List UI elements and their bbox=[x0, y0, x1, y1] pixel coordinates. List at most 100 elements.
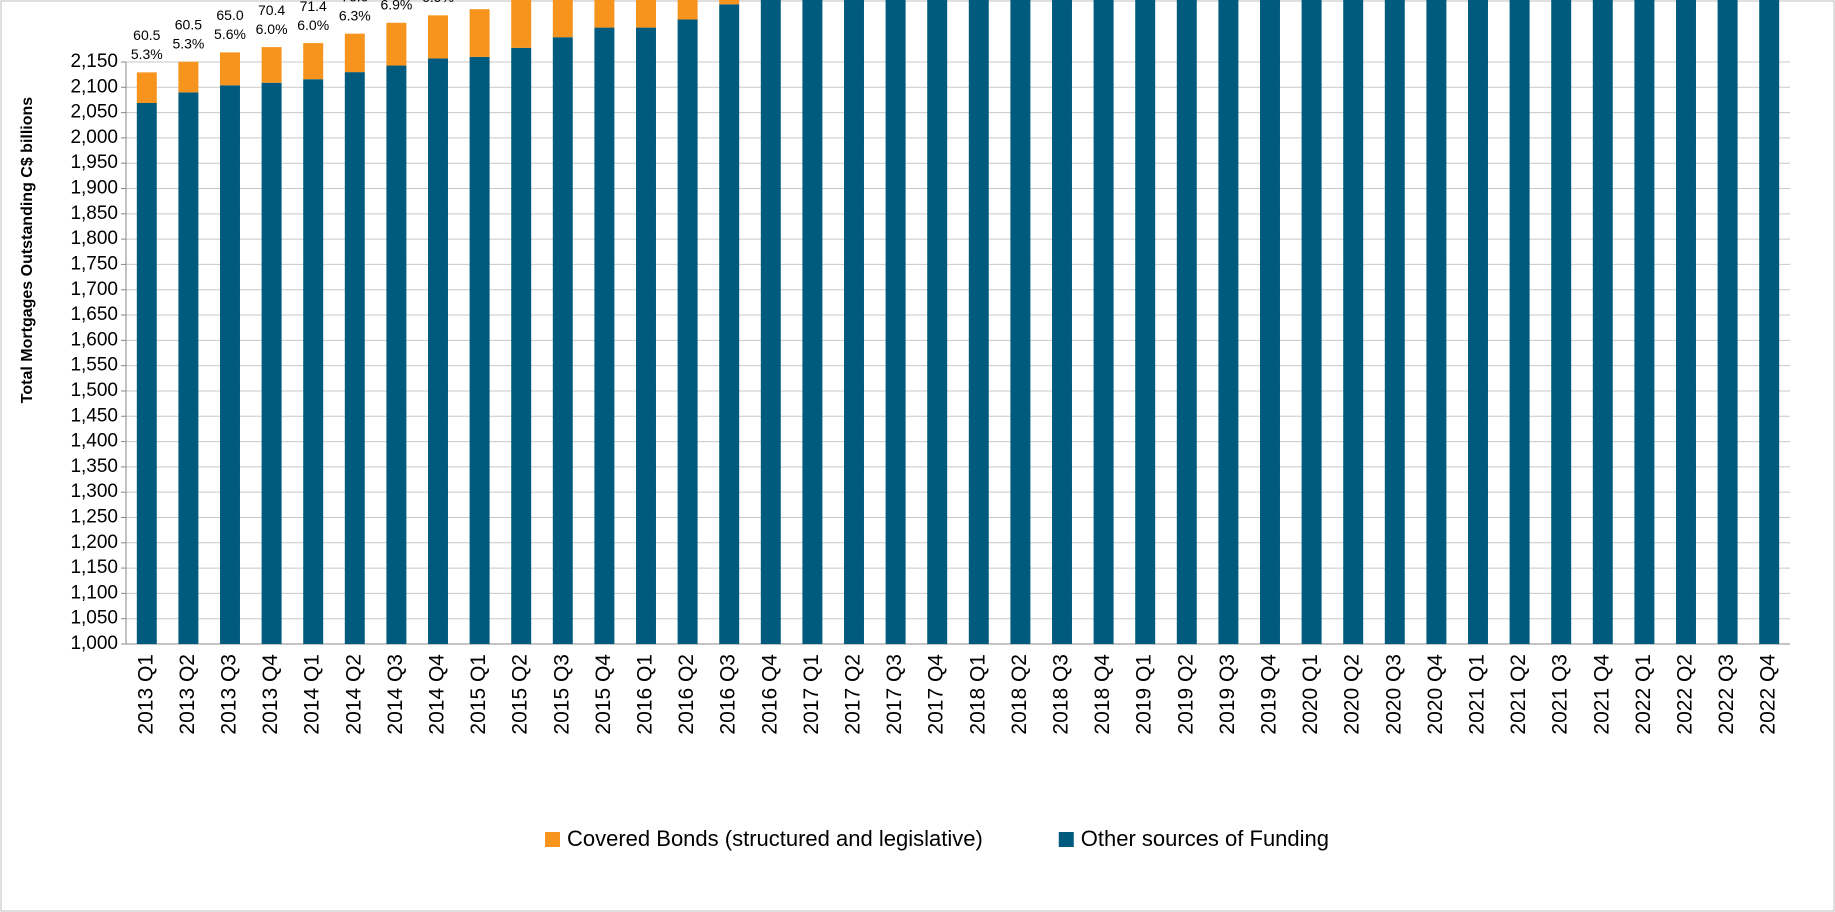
data-label: 76.0 bbox=[341, 0, 368, 4]
bar-segment bbox=[386, 22, 407, 66]
data-label: 60.5 bbox=[133, 27, 160, 43]
y-tick-label: 1,300 bbox=[70, 481, 118, 502]
bar-segment bbox=[178, 61, 199, 93]
bar-segment bbox=[760, 0, 781, 645]
x-tick-label: 2014 Q2 bbox=[342, 654, 365, 735]
bar-segment bbox=[386, 65, 407, 645]
bar-segment bbox=[220, 52, 240, 86]
bar-segment bbox=[1468, 0, 1488, 644]
bar-segment bbox=[968, 0, 989, 645]
data-label: 6.3% bbox=[339, 7, 371, 23]
data-label: 71.4 bbox=[300, 0, 327, 14]
legend-label: Covered Bonds (structured and legislativ… bbox=[567, 826, 983, 851]
x-tick-label: 2013 Q1 bbox=[134, 654, 157, 735]
y-tick-label: 1,350 bbox=[70, 456, 118, 477]
y-tick-label: 1,400 bbox=[70, 431, 118, 452]
y-tick-label: 2,100 bbox=[70, 76, 118, 97]
y-tick-label: 1,500 bbox=[70, 380, 118, 401]
x-tick-label: 2018 Q2 bbox=[1008, 654, 1031, 735]
bar-segment bbox=[1384, 0, 1405, 645]
data-label: 6.0% bbox=[297, 17, 329, 33]
bar-segment bbox=[428, 58, 448, 644]
bar-segment bbox=[1592, 0, 1613, 644]
x-tick-label: 2017 Q2 bbox=[842, 654, 865, 735]
x-tick-label: 2021 Q2 bbox=[1507, 654, 1530, 735]
bar-segment bbox=[136, 72, 157, 103]
bar-segment bbox=[719, 0, 740, 5]
bar-segment bbox=[511, 47, 532, 644]
bar-segment bbox=[469, 9, 490, 57]
bar-segment bbox=[261, 47, 282, 83]
y-tick-label: 1,750 bbox=[70, 253, 118, 274]
bar-segment bbox=[844, 0, 864, 644]
bar-segment bbox=[220, 85, 240, 644]
x-tick-label: 2017 Q3 bbox=[883, 654, 906, 735]
y-tick-label: 1,550 bbox=[70, 355, 118, 376]
y-tick-label: 1,850 bbox=[70, 203, 118, 224]
x-tick-label: 2016 Q2 bbox=[675, 654, 698, 735]
bar-segment bbox=[1301, 0, 1322, 645]
x-tick-label: 2015 Q3 bbox=[550, 654, 573, 735]
bar-segment bbox=[303, 43, 324, 80]
y-tick-label: 1,150 bbox=[70, 557, 118, 578]
x-tick-label: 2019 Q2 bbox=[1174, 654, 1197, 735]
bar-segment bbox=[594, 27, 615, 645]
bar-segment bbox=[1093, 0, 1114, 645]
x-tick-label: 2017 Q4 bbox=[925, 654, 948, 735]
x-tick-label: 2022 Q2 bbox=[1674, 654, 1697, 735]
bar-segment bbox=[261, 82, 282, 644]
y-tick-label: 1,050 bbox=[70, 608, 118, 629]
x-tick-label: 2018 Q1 bbox=[966, 654, 989, 735]
bar-segment bbox=[1343, 0, 1364, 645]
y-tick-label: 2,150 bbox=[70, 51, 118, 72]
y-tick-label: 1,950 bbox=[70, 152, 118, 173]
data-label: 60.5 bbox=[175, 16, 202, 32]
x-tick-label: 2021 Q1 bbox=[1466, 654, 1489, 735]
x-tick-label: 2020 Q1 bbox=[1299, 654, 1322, 735]
y-tick-label: 1,200 bbox=[70, 532, 118, 553]
bar-segment bbox=[344, 33, 365, 73]
x-tick-label: 2014 Q1 bbox=[301, 654, 324, 735]
x-tick-label: 2017 Q1 bbox=[800, 654, 823, 735]
y-tick-label: 1,650 bbox=[70, 304, 118, 325]
y-tick-label: 1,600 bbox=[70, 329, 118, 350]
bar-segment bbox=[511, 0, 532, 48]
bar-segment bbox=[677, 19, 698, 644]
x-tick-label: 2022 Q1 bbox=[1632, 654, 1655, 735]
x-tick-label: 2016 Q1 bbox=[634, 654, 657, 735]
bar-segment bbox=[1717, 0, 1738, 644]
y-tick-label: 1,100 bbox=[70, 582, 118, 603]
y-tick-label: 2,050 bbox=[70, 102, 118, 123]
data-label: 5.6% bbox=[214, 26, 246, 42]
bar-segment bbox=[677, 0, 698, 20]
y-axis-title: Total Mortgages Outstanding C$ billions bbox=[19, 97, 36, 403]
x-tick-label: 2022 Q3 bbox=[1715, 654, 1738, 735]
x-tick-label: 2015 Q4 bbox=[592, 654, 615, 735]
data-label: 65.0 bbox=[216, 7, 243, 23]
y-tick-label: 1,250 bbox=[70, 506, 118, 527]
data-label: 5.3% bbox=[172, 35, 204, 51]
x-tick-label: 2016 Q3 bbox=[717, 654, 740, 735]
x-tick-label: 2015 Q1 bbox=[467, 654, 490, 735]
x-tick-label: 2018 Q3 bbox=[1050, 654, 1073, 735]
x-tick-label: 2020 Q3 bbox=[1382, 654, 1405, 735]
data-label: 6.0% bbox=[256, 21, 288, 37]
y-tick-label: 1,000 bbox=[70, 633, 118, 654]
bar-segment bbox=[719, 4, 740, 644]
legend-swatch bbox=[1058, 832, 1074, 847]
x-tick-label: 2021 Q3 bbox=[1549, 654, 1572, 735]
bar-segment bbox=[178, 92, 199, 644]
bar-segment bbox=[1135, 0, 1156, 644]
bar-segment bbox=[1634, 0, 1655, 645]
bar-segment bbox=[802, 0, 823, 644]
y-tick-label: 1,700 bbox=[70, 279, 118, 300]
x-tick-label: 2020 Q2 bbox=[1341, 654, 1364, 735]
bar-segment bbox=[428, 15, 448, 59]
x-tick-label: 2014 Q3 bbox=[384, 654, 407, 735]
x-tick-label: 2022 Q4 bbox=[1757, 654, 1780, 735]
bar-segment bbox=[136, 102, 157, 644]
bar-segment bbox=[1509, 0, 1530, 645]
bar-segment bbox=[552, 0, 573, 38]
x-tick-label: 2013 Q3 bbox=[218, 654, 241, 735]
